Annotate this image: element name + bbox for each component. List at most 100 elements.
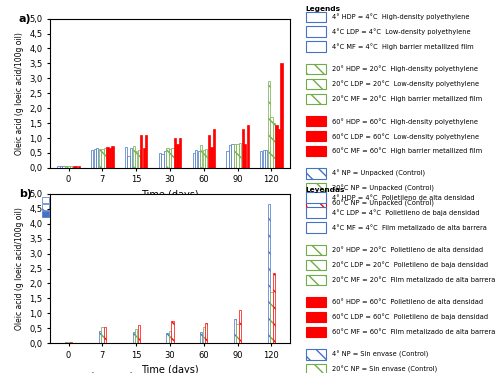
Bar bbox=[135, 151, 138, 168]
Bar bbox=[234, 144, 236, 168]
FancyBboxPatch shape bbox=[306, 222, 326, 233]
Bar bbox=[270, 292, 272, 343]
Bar bbox=[138, 150, 140, 168]
Text: 4° NP = Unpacked (Control): 4° NP = Unpacked (Control) bbox=[332, 170, 425, 177]
Text: 60°C MF = 60°C  High barrier metallized film: 60°C MF = 60°C High barrier metallized f… bbox=[332, 148, 482, 154]
Bar bbox=[130, 148, 132, 168]
Bar bbox=[236, 144, 238, 168]
Bar bbox=[60, 166, 62, 168]
Bar bbox=[260, 151, 262, 168]
Text: 4° NP = Sin envase (Control): 4° NP = Sin envase (Control) bbox=[332, 351, 428, 358]
Bar bbox=[276, 125, 278, 168]
Legend: 4°C NP, 20°C NP, 60°C NP: 4°C NP, 20°C NP, 60°C NP bbox=[78, 372, 188, 373]
Bar bbox=[280, 63, 282, 168]
Bar bbox=[213, 129, 215, 168]
FancyBboxPatch shape bbox=[306, 12, 326, 22]
Bar bbox=[262, 150, 265, 168]
Bar bbox=[68, 166, 70, 168]
Bar bbox=[65, 342, 67, 343]
Text: 4°C MF = 4°C  Film metalizado de alta barrera: 4°C MF = 4°C Film metalizado de alta bar… bbox=[332, 225, 487, 231]
Bar bbox=[132, 146, 135, 168]
Text: a): a) bbox=[19, 14, 32, 24]
Bar bbox=[200, 332, 202, 343]
Bar bbox=[102, 327, 103, 343]
Text: 20° HDP = 20°C  High-density polyethylene: 20° HDP = 20°C High-density polyethylene bbox=[332, 66, 478, 72]
Text: 4°C LDP = 4°C  Low-density polyethylene: 4°C LDP = 4°C Low-density polyethylene bbox=[332, 28, 470, 35]
Bar bbox=[192, 153, 195, 168]
Bar bbox=[135, 329, 138, 343]
Bar bbox=[226, 151, 228, 168]
Bar bbox=[234, 319, 236, 343]
Bar bbox=[208, 135, 210, 168]
Bar bbox=[98, 331, 101, 343]
Bar bbox=[162, 154, 164, 168]
Bar bbox=[232, 144, 234, 168]
FancyBboxPatch shape bbox=[306, 116, 326, 126]
Text: 60° HDP = 60°C  High-density polyethylene: 60° HDP = 60°C High-density polyethylene bbox=[332, 118, 478, 125]
FancyBboxPatch shape bbox=[306, 312, 326, 322]
Bar bbox=[198, 151, 200, 168]
Bar bbox=[202, 150, 205, 168]
Bar bbox=[210, 147, 212, 168]
FancyBboxPatch shape bbox=[306, 26, 326, 37]
Text: 60°C LDP = 60°C  Low-density polyethylene: 60°C LDP = 60°C Low-density polyethylene bbox=[332, 133, 479, 140]
Bar bbox=[239, 310, 242, 343]
Bar bbox=[244, 144, 246, 168]
Bar bbox=[229, 145, 231, 168]
Bar bbox=[65, 166, 67, 168]
FancyBboxPatch shape bbox=[306, 146, 326, 156]
Bar bbox=[166, 333, 168, 343]
Bar bbox=[106, 147, 108, 168]
FancyBboxPatch shape bbox=[306, 297, 326, 307]
Bar bbox=[91, 150, 94, 168]
FancyBboxPatch shape bbox=[306, 349, 326, 360]
Y-axis label: Oleic acid (g loeic acid/100g oil): Oleic acid (g loeic acid/100g oil) bbox=[14, 32, 24, 155]
Bar bbox=[273, 273, 275, 343]
Text: 4°C LDP = 4°C  Polietileno de baja densidad: 4°C LDP = 4°C Polietileno de baja densid… bbox=[332, 209, 480, 216]
Bar bbox=[132, 332, 135, 343]
Text: b): b) bbox=[19, 189, 32, 200]
Bar bbox=[98, 149, 101, 168]
Bar bbox=[242, 129, 244, 168]
Bar bbox=[70, 342, 72, 343]
FancyBboxPatch shape bbox=[306, 79, 326, 89]
Bar bbox=[68, 342, 70, 343]
Bar bbox=[200, 145, 202, 168]
FancyBboxPatch shape bbox=[306, 41, 326, 52]
Text: 20°C NP = Sin envase (Control): 20°C NP = Sin envase (Control) bbox=[332, 366, 437, 373]
FancyBboxPatch shape bbox=[306, 168, 326, 179]
Bar bbox=[62, 166, 64, 168]
Bar bbox=[96, 148, 98, 168]
Bar bbox=[72, 166, 75, 168]
Bar bbox=[278, 129, 280, 168]
Bar bbox=[112, 146, 114, 168]
FancyBboxPatch shape bbox=[306, 275, 326, 285]
FancyBboxPatch shape bbox=[306, 327, 326, 337]
Legend: 4°C HDP, 4°C LDP, 4°C MF, 20°C HDP, 20°C LDP, 20°C MF, 60°C HDP, 60°C LDP, 60°C : 4°C HDP, 4°C LDP, 4°C MF, 20°C HDP, 20°C… bbox=[42, 197, 167, 218]
Bar bbox=[176, 144, 178, 168]
Bar bbox=[128, 156, 130, 168]
FancyBboxPatch shape bbox=[306, 260, 326, 270]
Y-axis label: Oleic acid (g loeic acid/100g oil): Oleic acid (g loeic acid/100g oil) bbox=[14, 207, 24, 330]
Bar bbox=[145, 135, 148, 168]
Bar bbox=[158, 153, 161, 168]
Bar bbox=[205, 323, 208, 343]
Text: 4° HDP = 4°C  High-density polyethylene: 4° HDP = 4°C High-density polyethylene bbox=[332, 13, 469, 20]
Text: 60°C MF = 60°C  Film metalizado de alta barrera: 60°C MF = 60°C Film metalizado de alta b… bbox=[332, 329, 496, 335]
Text: 60°C NP = Unpacked (Control): 60°C NP = Unpacked (Control) bbox=[332, 200, 434, 207]
FancyBboxPatch shape bbox=[306, 207, 326, 218]
Bar bbox=[142, 148, 145, 168]
Text: 20°C LDP = 20°C  Polietileno de baja densidad: 20°C LDP = 20°C Polietileno de baja dens… bbox=[332, 261, 488, 268]
Text: Legends: Legends bbox=[306, 6, 340, 12]
Bar bbox=[172, 148, 173, 168]
Bar bbox=[58, 166, 59, 168]
Bar bbox=[172, 321, 173, 343]
Text: 20° HDP = 20°C  Polietileno de alta densidad: 20° HDP = 20°C Polietileno de alta densi… bbox=[332, 247, 483, 253]
Bar bbox=[78, 166, 80, 168]
FancyBboxPatch shape bbox=[306, 192, 326, 203]
Bar bbox=[179, 138, 182, 168]
Bar bbox=[246, 125, 249, 168]
Bar bbox=[104, 327, 106, 343]
FancyBboxPatch shape bbox=[306, 183, 326, 194]
Bar bbox=[104, 148, 106, 168]
